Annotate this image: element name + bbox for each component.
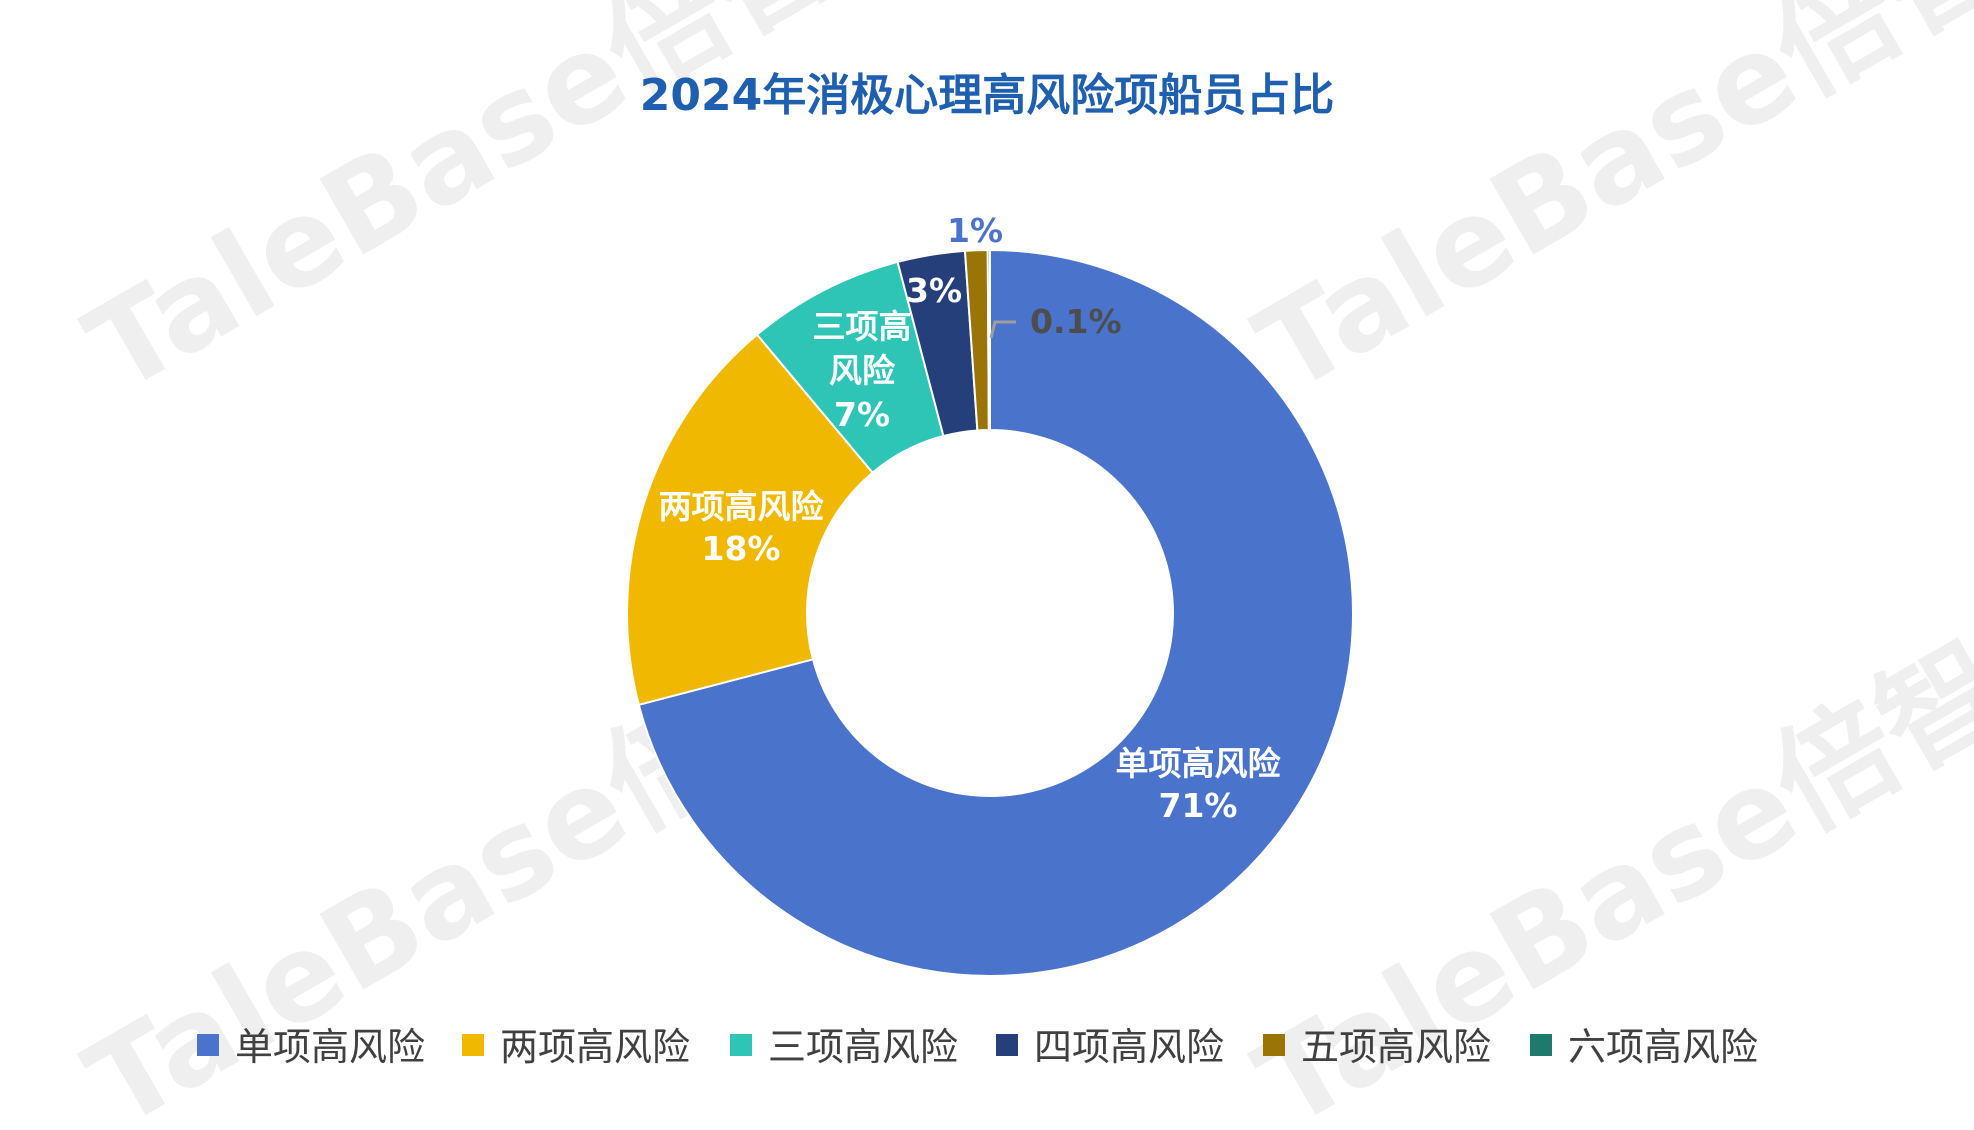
legend-label-2: 两项高风险 [500,1025,690,1069]
data-label-five-value: 1% [947,211,1003,250]
legend-swatch-3 [730,1034,752,1056]
data-label-triple-value: 7% [834,395,890,434]
legend-label-3: 三项高风险 [768,1025,958,1069]
legend-label-6: 六项高风险 [1568,1025,1758,1069]
legend-swatch-5 [1263,1034,1285,1056]
data-label-double-value: 18% [702,529,781,568]
legend-label-5: 五项高风险 [1301,1025,1491,1069]
data-label-six-value: 0.1% [1030,302,1122,341]
donut-slice-6 [986,248,991,432]
legend-swatch-2 [462,1034,484,1056]
watermark-text: TaleBase倍智 [1235,0,1974,420]
data-label-triple-name-line2: 风险 [829,351,896,390]
data-label-single-value: 71% [1159,786,1238,825]
data-label-six-leader [989,320,1016,339]
donut-slice-1 [637,248,1354,977]
donut-slice-2 [626,333,874,707]
donut-slices [626,248,1354,977]
data-label-double-name: 两项高风险 [659,487,825,526]
legend-swatch-1 [197,1034,219,1056]
legend-swatch-6 [1530,1034,1552,1056]
chart-title: 2024年消极心理高风险项船员占比 [640,70,1334,121]
legend-swatch-4 [996,1034,1018,1056]
legend: 单项高风险 两项高风险 三项高风险 四项高风险 五项高风险 六项高风险 [197,1025,1758,1069]
legend-label-4: 四项高风险 [1034,1025,1224,1069]
data-label-single-name: 单项高风险 [1116,744,1282,783]
data-label-quad-value: 3% [906,271,962,310]
legend-label-1: 单项高风险 [235,1025,425,1069]
data-label-triple-name-line1: 三项高 [813,307,912,346]
